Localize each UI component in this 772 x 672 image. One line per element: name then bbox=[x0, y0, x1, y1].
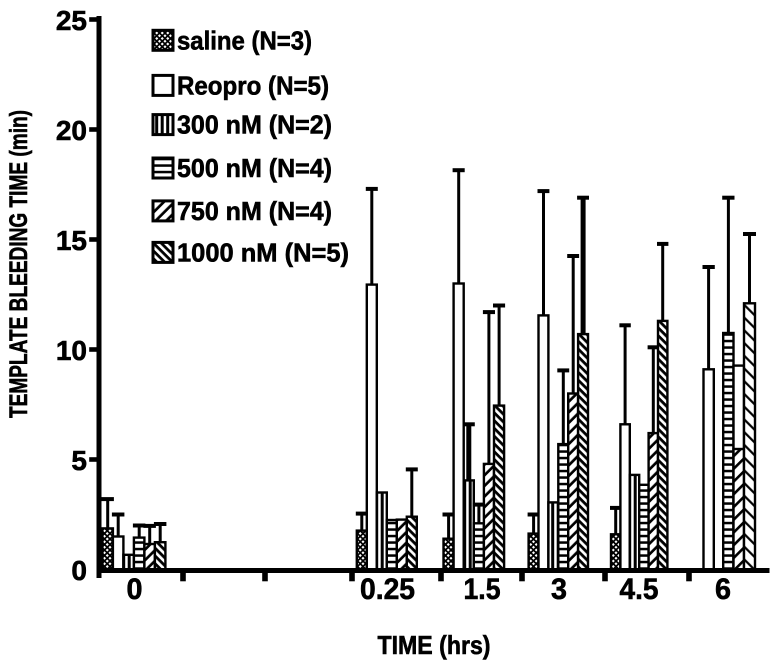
svg-text:750 nM (N=4): 750 nM (N=4) bbox=[177, 196, 332, 226]
svg-text:1000 nM (N=5): 1000 nM (N=5) bbox=[177, 237, 349, 267]
svg-text:TEMPLATE BLEEDING TIME (min): TEMPLATE BLEEDING TIME (min) bbox=[5, 110, 33, 418]
svg-text:6: 6 bbox=[715, 573, 731, 606]
svg-text:300 nM (N=2): 300 nM (N=2) bbox=[177, 110, 332, 140]
svg-text:15: 15 bbox=[56, 225, 87, 256]
svg-text:25: 25 bbox=[56, 5, 87, 36]
svg-text:0.25: 0.25 bbox=[360, 573, 415, 606]
svg-text:5: 5 bbox=[71, 445, 87, 476]
svg-text:0: 0 bbox=[127, 573, 143, 606]
svg-text:3: 3 bbox=[551, 573, 567, 606]
svg-text:saline (N=3): saline (N=3) bbox=[177, 25, 312, 55]
svg-text:0: 0 bbox=[71, 555, 87, 586]
svg-text:1.5: 1.5 bbox=[464, 573, 501, 606]
svg-text:Reopro (N=5): Reopro (N=5) bbox=[177, 70, 329, 100]
svg-text:4.5: 4.5 bbox=[620, 573, 659, 606]
svg-text:TIME (hrs): TIME (hrs) bbox=[378, 630, 491, 660]
svg-text:500 nM (N=4): 500 nM (N=4) bbox=[177, 153, 332, 183]
svg-text:20: 20 bbox=[56, 115, 87, 146]
svg-text:10: 10 bbox=[56, 335, 87, 366]
